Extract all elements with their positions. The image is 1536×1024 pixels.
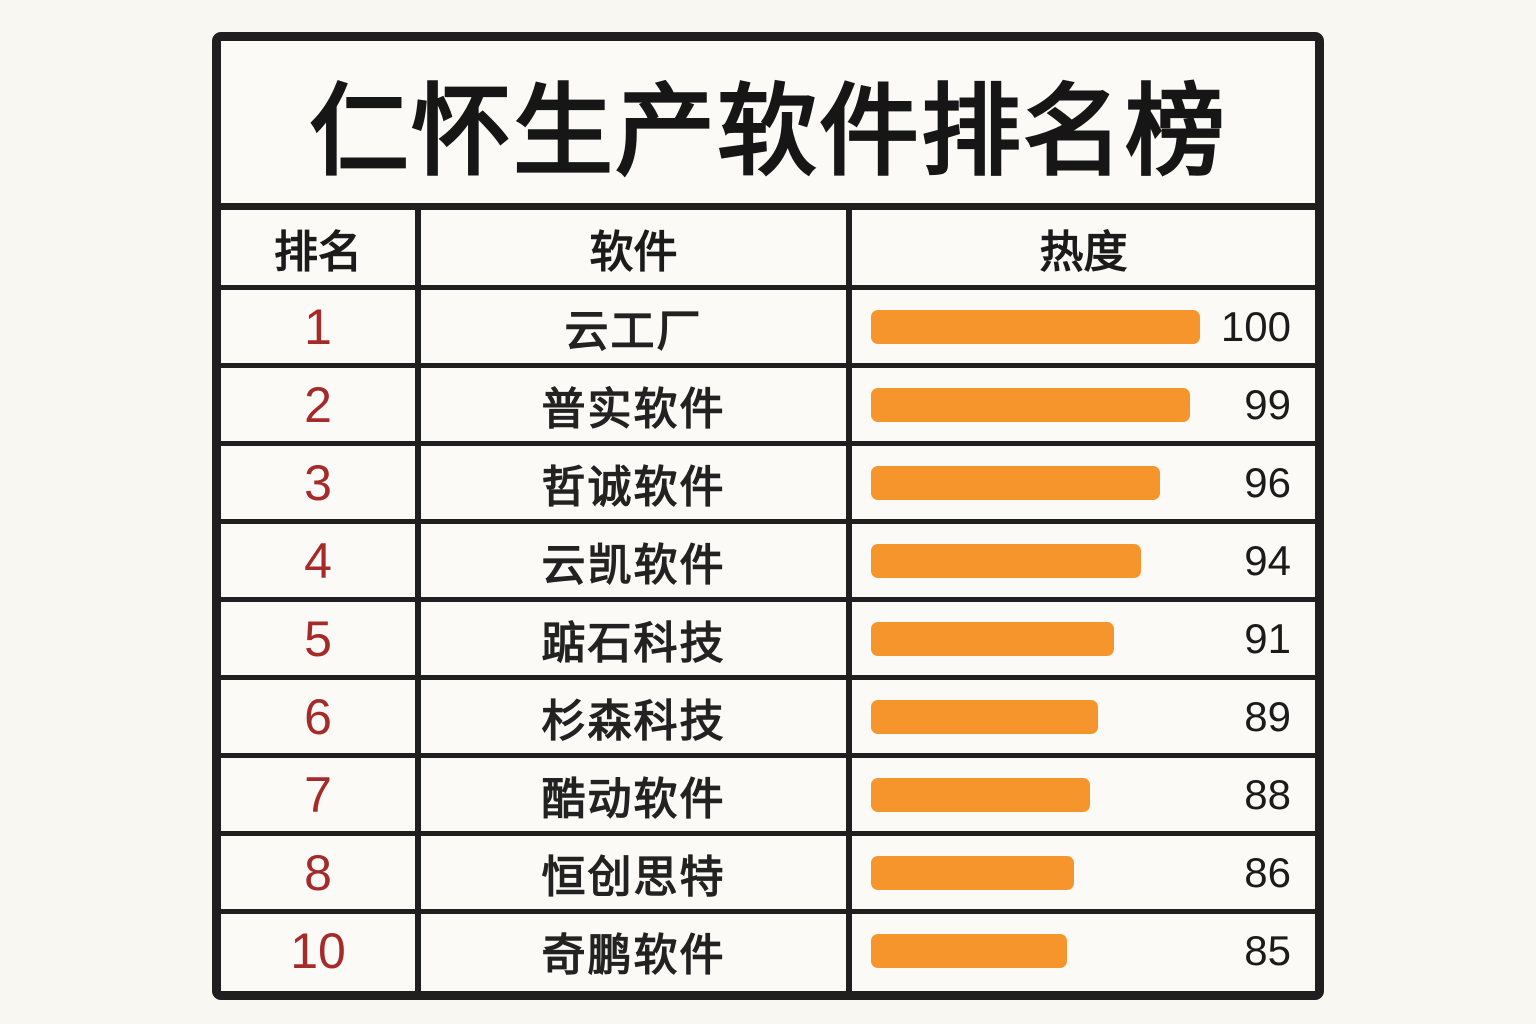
software-name-cell: 恒创思特 bbox=[541, 851, 726, 903]
heat-bar bbox=[871, 309, 1200, 344]
heat-value: 85 bbox=[1244, 926, 1291, 974]
table-title: 仁怀生产软件排名榜 bbox=[309, 72, 1227, 190]
divider bbox=[221, 203, 1315, 210]
software-name-cell: 哲诚软件 bbox=[541, 461, 726, 513]
heat-value: 94 bbox=[1244, 536, 1291, 584]
heat-bar bbox=[871, 621, 1114, 656]
software-name-cell: 奇鹏软件 bbox=[541, 929, 726, 981]
software-name-cell: 酷动软件 bbox=[541, 773, 726, 825]
software-name-cell: 普实软件 bbox=[541, 383, 726, 435]
row-divider bbox=[221, 831, 1315, 836]
heat-value: 100 bbox=[1220, 302, 1291, 350]
heat-bar bbox=[871, 777, 1090, 812]
rank-cell: 2 bbox=[304, 376, 332, 433]
row-divider bbox=[221, 285, 1315, 290]
heat-bar bbox=[871, 465, 1160, 500]
heat-bar bbox=[871, 387, 1190, 422]
heat-value: 88 bbox=[1244, 770, 1291, 818]
header-heat: 热度 bbox=[1039, 226, 1128, 278]
rank-cell: 1 bbox=[304, 298, 332, 355]
rank-cell: 4 bbox=[304, 532, 332, 589]
row-divider bbox=[221, 363, 1315, 368]
heat-value: 89 bbox=[1244, 692, 1291, 740]
heat-bar bbox=[871, 543, 1141, 578]
rank-cell: 5 bbox=[304, 610, 332, 667]
software-name-cell: 云工厂 bbox=[564, 305, 703, 357]
heat-bar bbox=[871, 855, 1074, 890]
rank-cell: 8 bbox=[304, 844, 332, 901]
heat-value: 86 bbox=[1244, 848, 1291, 896]
heat-value: 96 bbox=[1244, 458, 1291, 506]
rank-cell: 7 bbox=[304, 766, 332, 823]
header-software: 软件 bbox=[589, 226, 678, 278]
heat-value: 91 bbox=[1244, 614, 1291, 662]
rank-cell: 3 bbox=[304, 454, 332, 511]
software-name-cell: 云凯软件 bbox=[541, 539, 726, 591]
row-divider bbox=[221, 675, 1315, 680]
ranking-table: 仁怀生产软件排名榜 排名 软件 热度 1 云工厂 100 2 普实软件 99 3 哲诚软件 96… bbox=[212, 32, 1324, 1000]
rank-cell: 10 bbox=[290, 922, 346, 979]
software-name-cell: 杉森科技 bbox=[541, 695, 726, 747]
software-name-cell: 踮石科技 bbox=[541, 617, 726, 669]
row-divider bbox=[221, 597, 1315, 602]
rank-cell: 6 bbox=[304, 688, 332, 745]
row-divider bbox=[221, 753, 1315, 758]
row-divider bbox=[221, 441, 1315, 446]
heat-value: 99 bbox=[1244, 380, 1291, 428]
row-divider bbox=[221, 519, 1315, 524]
heat-bar bbox=[871, 933, 1067, 968]
header-rank: 排名 bbox=[274, 226, 362, 278]
heat-bar bbox=[871, 699, 1098, 734]
row-divider bbox=[221, 909, 1315, 914]
